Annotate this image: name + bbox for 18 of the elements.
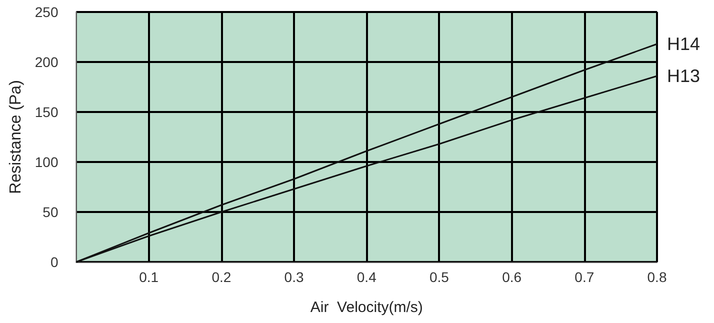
x-tick-label: 0.6 — [502, 269, 522, 285]
series-label: H13 — [667, 66, 700, 86]
x-tick-label: 0.4 — [356, 269, 377, 285]
y-tick-label: 100 — [34, 154, 58, 170]
y-tick-label: 50 — [42, 204, 58, 220]
y-tick-label: 200 — [34, 54, 58, 70]
x-tick-label: 0.2 — [212, 269, 232, 285]
x-tick-label: 0.1 — [139, 269, 159, 285]
y-tick-label: 250 — [34, 4, 58, 20]
x-tick-label: 0.7 — [574, 269, 594, 285]
y-tick-label: 0 — [50, 254, 58, 270]
x-tick-label: 0.8 — [647, 269, 667, 285]
x-tick-label: 0.3 — [284, 269, 304, 285]
x-tick-label: 0.5 — [429, 269, 450, 285]
series-label: H14 — [667, 34, 700, 54]
y-tick-label: 150 — [34, 104, 58, 120]
y-axis-title: Resistance (Pa) — [8, 80, 24, 194]
x-axis-title: Air Velocity(m/s) — [310, 299, 423, 316]
